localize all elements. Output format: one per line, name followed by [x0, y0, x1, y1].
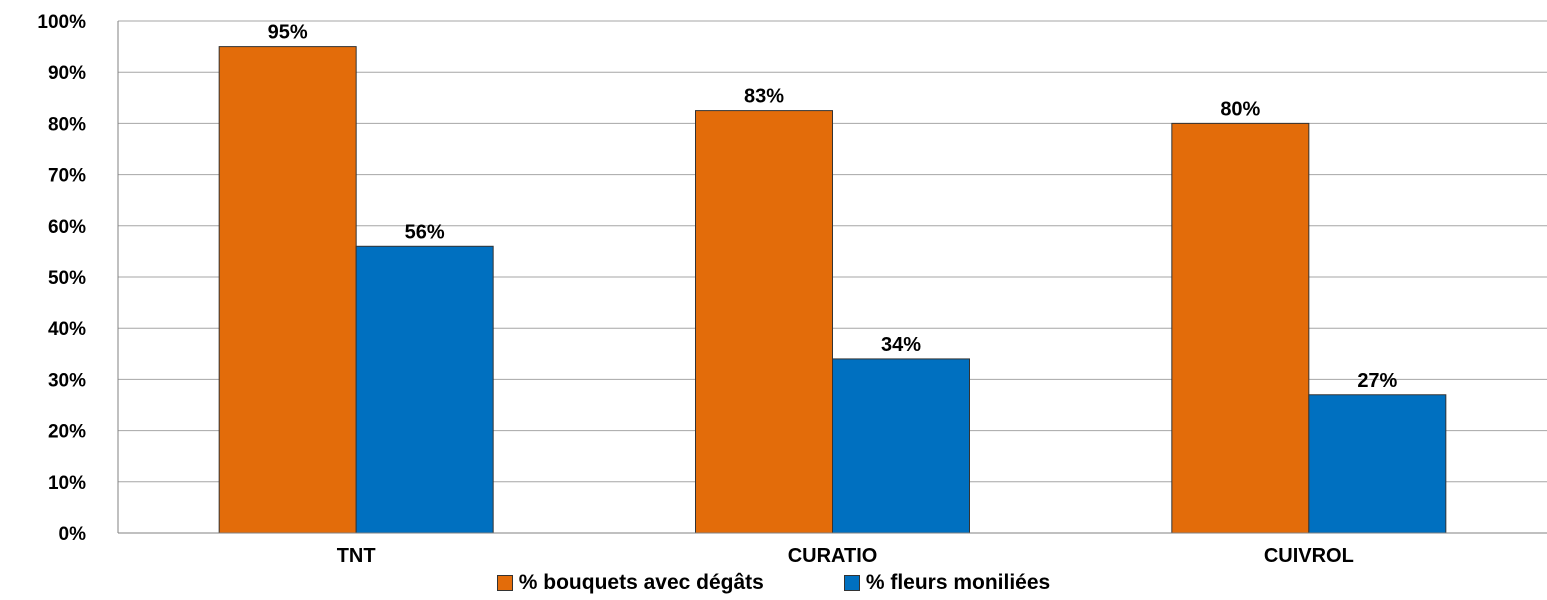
y-tick-label: 100%: [37, 12, 86, 33]
x-tick-label-cuivrol: CUIVROL: [1264, 545, 1354, 567]
legend-item-series-2: % fleurs moniliées: [843, 571, 1051, 595]
y-tick-label: 80%: [48, 114, 86, 135]
bars: [218, 46, 1447, 534]
data-label: 95%: [268, 22, 308, 44]
data-label: 83%: [744, 86, 784, 108]
bar-series-2-curatio: [832, 358, 970, 534]
axes: [117, 21, 1547, 534]
data-label: 34%: [881, 334, 921, 356]
legend: % bouquets avec dégâts % fleurs moniliée…: [0, 571, 1547, 595]
y-tick-label: 40%: [48, 319, 86, 340]
y-tick-label: 90%: [48, 63, 86, 84]
legend-label-series-1: % bouquets avec dégâts: [518, 571, 764, 594]
legend-label-series-2: % fleurs moniliées: [865, 571, 1051, 594]
bar-series-2-cuivrol: [1308, 394, 1447, 534]
y-tick-label: 20%: [48, 422, 86, 443]
legend-item-series-1: % bouquets avec dégâts: [496, 571, 764, 595]
y-tick-label: 50%: [48, 268, 86, 289]
y-tick-label: 30%: [48, 370, 86, 391]
y-tick-label: 10%: [48, 473, 86, 494]
legend-swatch-series-2: [843, 575, 860, 591]
x-tick-label-curatio: CURATIO: [788, 545, 878, 567]
labels: 0% 10% 20% 30% 40% 50% 60% 70% 80% 90% 100% 95% 56% T…: [37, 12, 1397, 567]
bar-series-2-tnt: [355, 245, 494, 534]
x-tick-label-tnt: TNT: [337, 545, 376, 567]
y-tick-label: 70%: [48, 166, 86, 187]
y-tick-label: 0%: [59, 524, 87, 545]
y-tick-label: 60%: [48, 217, 86, 238]
bar-series-1-curatio: [695, 110, 833, 534]
data-label: 80%: [1220, 98, 1260, 120]
legend-swatch-series-1: [496, 575, 513, 591]
data-label: 56%: [405, 221, 445, 243]
bar-series-1-tnt: [218, 46, 357, 534]
bar-series-1-cuivrol: [1171, 122, 1310, 534]
data-label: 27%: [1357, 370, 1397, 392]
